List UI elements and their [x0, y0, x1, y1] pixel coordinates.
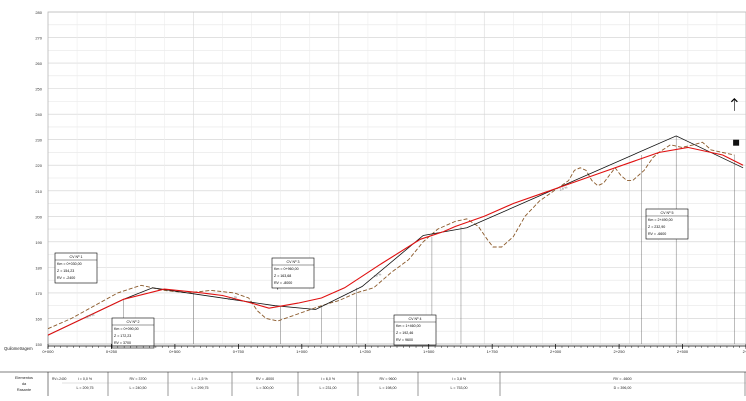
elevation-label: 250	[35, 87, 42, 92]
elevation-label: 200	[35, 214, 42, 219]
table-row-label: Elementos	[15, 376, 33, 380]
grade-label: -1,5 %	[227, 295, 237, 302]
table-row-label: da	[22, 382, 27, 386]
curve-box-line: CV Nº 1	[70, 255, 83, 259]
curve-box-line: Km = 0+960,00	[274, 267, 299, 271]
chainage-tick-label: 2+500	[677, 349, 689, 354]
table-cell-top: RV = -8000	[256, 377, 274, 381]
grade-label: 3,8 %	[559, 185, 568, 191]
curve-box-line: RV = -6600	[648, 232, 666, 236]
elevation-label: 150	[35, 342, 42, 347]
curve-box-cv4: CV Nº 4 Km = 1+460,00 Z = 192,46 RV = 9600	[393, 314, 437, 346]
curve-box-line: Km = 2+490,00	[648, 218, 673, 222]
table-cell-bottom: L = 231,00	[320, 386, 337, 390]
elevation-label: 240	[35, 112, 42, 117]
curve-box-frame	[54, 252, 98, 284]
curve-box-frame	[271, 257, 315, 289]
ground-line	[47, 141, 735, 330]
curve-box-frame	[645, 208, 689, 240]
table-cell-bottom: L = 300,00	[257, 386, 274, 390]
tangent-line	[47, 135, 744, 336]
table-cell-bottom: L = 240,50	[130, 386, 147, 390]
curve-box-line: Km = 0+030,00	[57, 262, 82, 266]
table-cell-bottom: L = 753,00	[451, 386, 468, 390]
table-cell-top: i = 6,0 %	[321, 377, 336, 381]
curve-box-line: CV Nº 4	[409, 317, 422, 321]
grade-label: -3,0 %	[85, 313, 95, 320]
curve-box-line: RV = 3700	[114, 341, 131, 345]
grade-line	[47, 146, 744, 336]
table-cell-top: i = 0,0 %	[78, 377, 93, 381]
curve-box-line: Z = 232,90	[648, 225, 665, 229]
elevation-label: 210	[35, 189, 42, 194]
curve-box-line: Z = 154,23	[57, 269, 74, 273]
chainage-title: Quilometragem	[4, 346, 33, 351]
table-cell-bottom: L = 198,00	[380, 386, 397, 390]
curve-box-line: CV Nº 2	[127, 320, 140, 324]
end-marker	[733, 139, 740, 146]
curve-box-line: Km = 1+460,00	[396, 324, 421, 328]
curve-box-line: Z = 192,46	[396, 331, 413, 335]
table-cell-bottom: D = 396,00	[614, 386, 632, 390]
chainage-tick-label: 1+750	[487, 349, 499, 354]
elevation-label: 260	[35, 61, 42, 66]
elevation-label: 230	[35, 138, 42, 143]
table-cell-top: i = 3,8 %	[452, 377, 467, 381]
curve-box-line: CV Nº 3	[287, 260, 300, 264]
elevation-label: 160	[35, 316, 42, 321]
elevation-label: 190	[35, 240, 42, 245]
table-cell-top: RV = 3700	[129, 377, 146, 381]
bottom-table: Quilometragem 0+000 0+250 0+500 0+750 1+000 1+…	[0, 344, 746, 396]
curve-box-line: RV = -8000	[274, 281, 292, 285]
chainage-tick-label: 2+000	[550, 349, 562, 354]
elevation-label: 270	[35, 36, 42, 41]
chainage-tick-label: 0+750	[233, 349, 245, 354]
curve-box-cv5: CV Nº 5 Km = 2+490,00 Z = 232,90 RV = -6600	[645, 208, 689, 240]
grid	[47, 11, 746, 345]
grade-label: 4,8 %	[373, 272, 382, 278]
table-first-cell: RV=-2400	[52, 377, 67, 381]
curve-box-line: RV = 9600	[396, 338, 413, 342]
elevation-label: 180	[35, 265, 42, 270]
curve-box-frame	[393, 314, 437, 346]
elevation-axis-labels: 150 160 170 180 190 200 210 220 230 240 250 260 270 2…	[35, 10, 42, 347]
profile-lines: -3,0 % -1,5 % 4,8 % 3,8 %	[47, 135, 744, 336]
curve-box-line: Km = 0+090,00	[114, 327, 139, 331]
elevation-label: 280	[35, 10, 42, 15]
curve-box-cv2: CV Nº 2 Km = 0+090,00 Z = 172,23 RV = 3700	[111, 317, 155, 349]
vertical-markers	[47, 97, 740, 344]
curve-box-frame	[111, 317, 155, 349]
chainage-tick-label: 0+250	[106, 349, 118, 354]
chainage-tick-label: 0+500	[169, 349, 181, 354]
curve-boxes: CV Nº 1 Km = 0+030,00 Z = 154,23 RV = -2400…	[54, 208, 689, 349]
chainage-tick-label: 0+000	[42, 349, 54, 354]
curve-box-line: Z = 172,23	[114, 334, 131, 338]
chainage-tick-label: 2+7	[743, 349, 746, 354]
chainage-tick-label: 1+250	[360, 349, 372, 354]
curve-box-line: CV Nº 5	[661, 211, 674, 215]
curve-box-cv3: CV Nº 3 Km = 0+960,00 Z = 163,68 RV = -8000	[271, 257, 315, 289]
chainage-tick-label: 1+500	[423, 349, 435, 354]
curve-box-line: Z = 163,68	[274, 274, 291, 278]
curve-box-line: RV = -2400	[57, 276, 75, 280]
table-cell-bottom: L = 209,75	[77, 386, 94, 390]
table-cell-top: RV = -6600	[613, 377, 631, 381]
elevation-label: 220	[35, 163, 42, 168]
table-cell-top: RV = 9600	[379, 377, 396, 381]
curve-box-cv1: CV Nº 1 Km = 0+030,00 Z = 154,23 RV = -2400	[54, 252, 98, 284]
chainage-tick-label: 2+250	[613, 349, 625, 354]
elevation-label: 170	[35, 291, 42, 296]
table-cell-bottom: L = 299,75	[192, 386, 209, 390]
chainage-tick-label: 1+000	[296, 349, 308, 354]
table-cell-top: i = -1,5 %	[192, 377, 208, 381]
table-row-label: Rasante	[17, 388, 31, 392]
